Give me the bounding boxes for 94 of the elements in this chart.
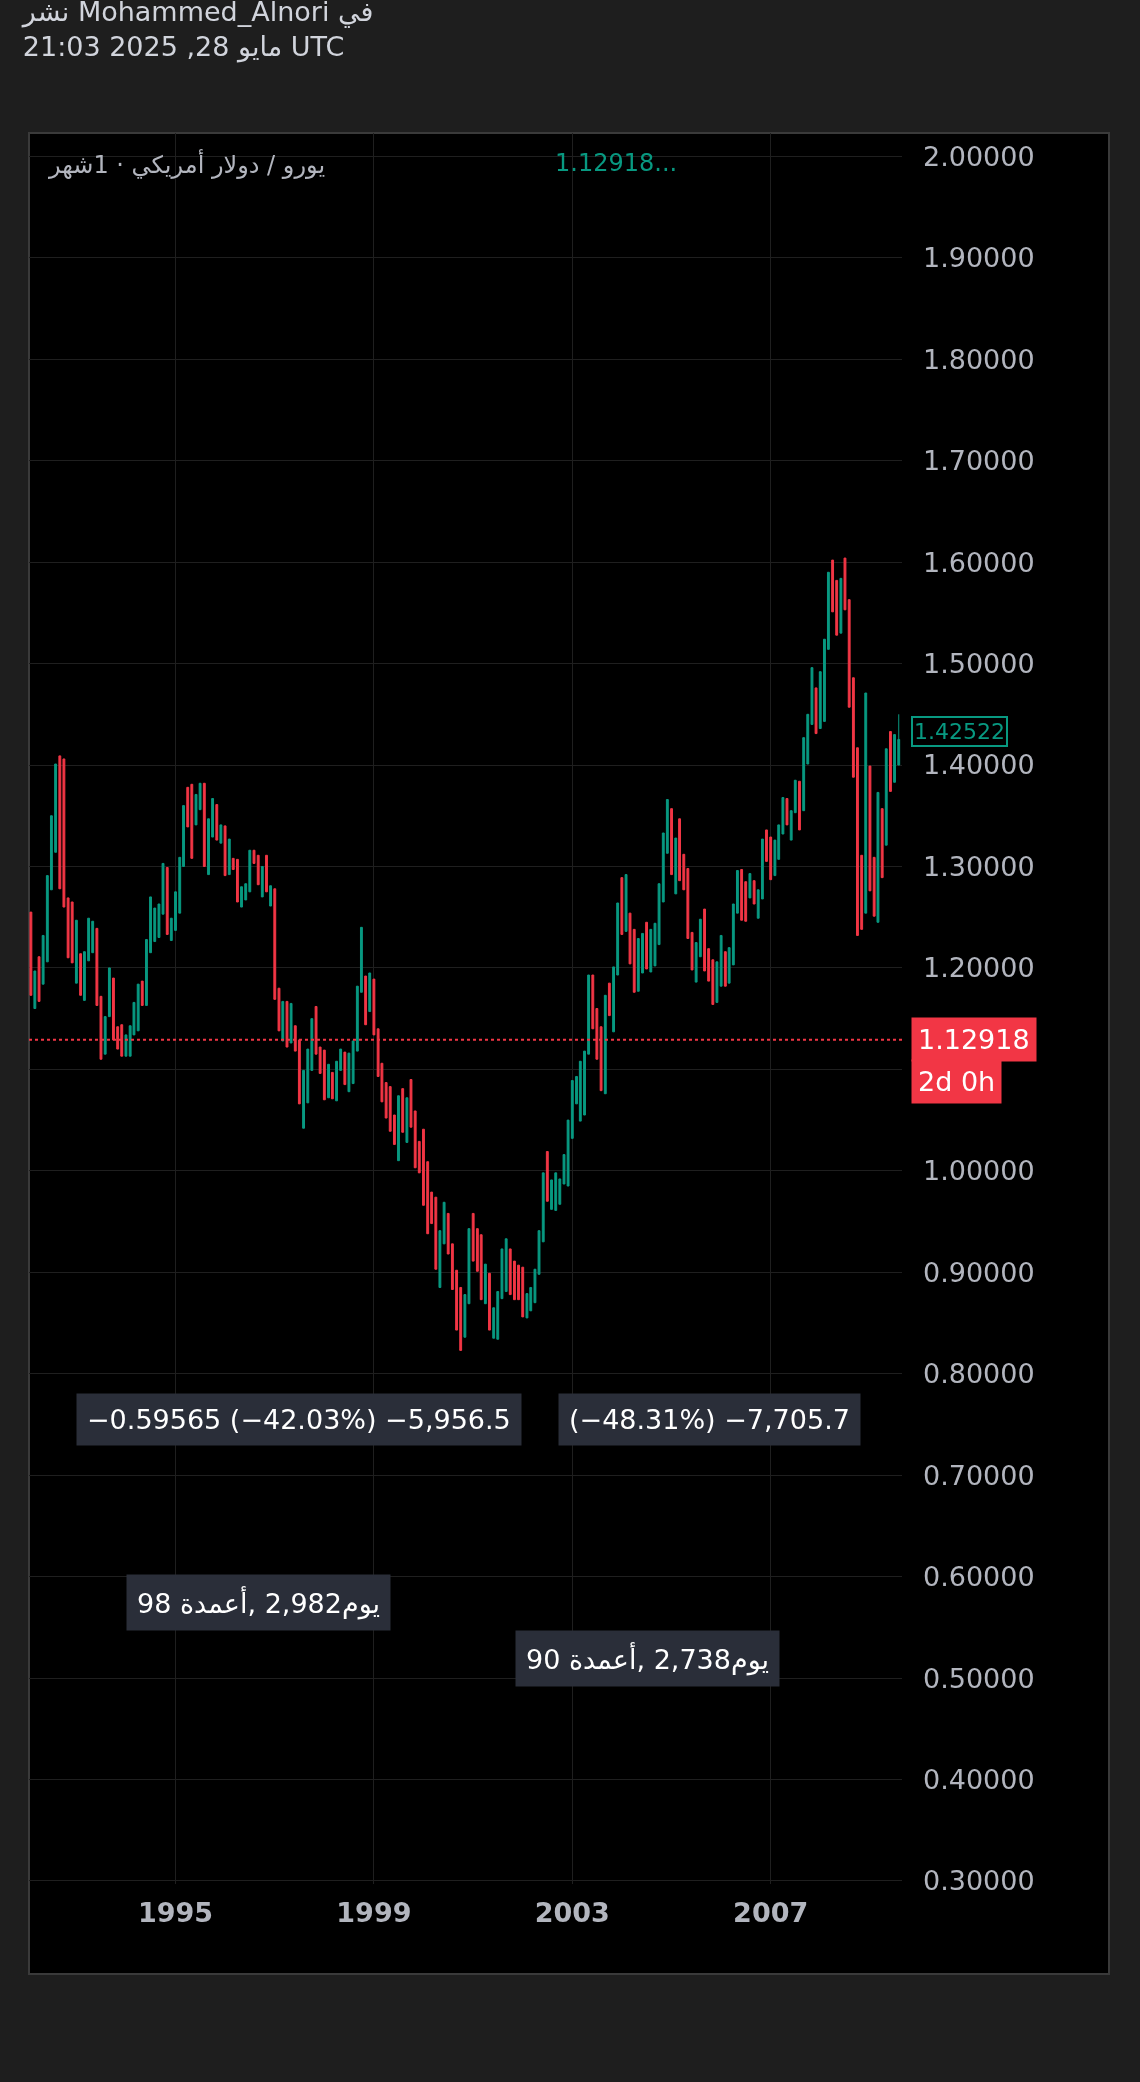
candlestick [674, 837, 678, 895]
y-tick-label: 0.90000 [923, 1256, 1035, 1288]
candlestick [839, 577, 843, 634]
candlestick [748, 873, 752, 899]
x-tick-label: 1999 [336, 1897, 412, 1928]
candlestick [723, 951, 727, 987]
candlestick [368, 972, 372, 1013]
candlestick [219, 824, 223, 844]
candlestick [215, 804, 219, 841]
candlestick [265, 854, 268, 893]
candlestick [70, 901, 74, 964]
y-tick-label: 0.40000 [923, 1763, 1035, 1795]
candlestick [554, 1172, 558, 1211]
y-tick-label: 2.00000 [923, 140, 1035, 172]
candlestick [785, 798, 789, 826]
candlestick [236, 858, 239, 903]
candlestick [343, 1051, 347, 1086]
candlestick [889, 731, 892, 792]
candlestick [289, 1002, 293, 1044]
candlestick [508, 1248, 512, 1296]
candlestick [488, 1272, 491, 1331]
y-tick-label: 1.70000 [923, 445, 1035, 477]
candlestick [397, 1095, 400, 1162]
candlestick [29, 911, 33, 996]
candlestick [227, 838, 231, 876]
annotation: −0.59565 (−42.03%) −5,956.5 [87, 1404, 511, 1435]
candlestick [364, 975, 368, 1026]
candlestick [62, 758, 66, 908]
candlestick [327, 1063, 330, 1099]
y-tick-label: 0.50000 [923, 1662, 1035, 1694]
candlestick [438, 1230, 442, 1288]
annotation: يوم2,738 ,أعمدة 90 [526, 1641, 770, 1676]
y-tick-label: 1.90000 [923, 242, 1035, 274]
y-tick-label: 0.80000 [923, 1358, 1035, 1390]
y-tick-label: 0.70000 [923, 1459, 1035, 1491]
candlestick [136, 983, 140, 1032]
y-tick-label: 1.20000 [923, 952, 1035, 984]
y-tick-label: 1.00000 [923, 1155, 1035, 1187]
candlestick [79, 953, 83, 996]
y-tick-label: 0.30000 [923, 1865, 1035, 1897]
chart-title: نشر Mohammed_Alnori في [20, 0, 374, 28]
annotation: يورو / دولار أمريكي · 1شهر [48, 149, 326, 179]
candlestick [372, 978, 376, 1036]
candlestick [37, 956, 41, 1002]
candlestick [603, 994, 607, 1095]
annotation: (−48.31%) −7,705.7 [569, 1404, 850, 1435]
candlestick [269, 885, 272, 907]
candlestick [607, 982, 611, 1017]
candlestick [624, 874, 628, 932]
x-tick-label: 2007 [733, 1897, 809, 1928]
candlestick [876, 791, 880, 923]
candlestick [880, 808, 884, 879]
candlestick [260, 865, 264, 898]
candlestick [864, 692, 868, 914]
candlestick [645, 921, 649, 970]
candlestick [740, 869, 744, 921]
candlestick [223, 825, 227, 877]
candlestick [884, 748, 888, 846]
ref-line-label: 1.12918 [918, 1024, 1030, 1055]
y-tick-label: 1.60000 [923, 546, 1035, 578]
y-tick-label: 1.40000 [923, 749, 1035, 781]
annotation: يوم2,982 ,أعمدة 98 [137, 1585, 381, 1620]
candlestick [798, 780, 801, 831]
candlestick [240, 886, 243, 908]
candlestick [281, 1000, 285, 1042]
candlestick [442, 1201, 446, 1245]
candlestick [401, 1088, 405, 1133]
y-tick-label: 1.80000 [923, 343, 1035, 375]
candlestick [752, 880, 756, 905]
candlestick [322, 1049, 326, 1101]
y-tick-label: 1.30000 [923, 850, 1035, 882]
text: 1.42522 [914, 719, 1005, 744]
x-tick-label: 2003 [534, 1897, 610, 1928]
candlestick [545, 1151, 549, 1202]
x-tick-label: 1995 [137, 1897, 214, 1928]
y-tick-label: 1.50000 [923, 648, 1035, 680]
candlestick [165, 866, 169, 935]
candlestick [814, 687, 818, 735]
candlestick [483, 1263, 487, 1305]
candlestick [620, 877, 624, 935]
candlestick [140, 980, 144, 1006]
candlestick [330, 1071, 334, 1100]
candlestick [521, 1266, 525, 1318]
y-tick-label: 0.60000 [923, 1561, 1035, 1593]
chart-subtitle: 21:03 2025 ,28 مايو UTC [22, 30, 345, 63]
candlestick [405, 1097, 409, 1143]
candlestick [74, 919, 78, 984]
text: 2d 0h [918, 1066, 996, 1097]
annotation: 1.12918... [555, 149, 678, 177]
candlestick [256, 854, 260, 886]
candlestick [202, 782, 206, 867]
candlestick [33, 970, 37, 1009]
candlestick [670, 808, 673, 876]
candlestick [190, 783, 194, 859]
